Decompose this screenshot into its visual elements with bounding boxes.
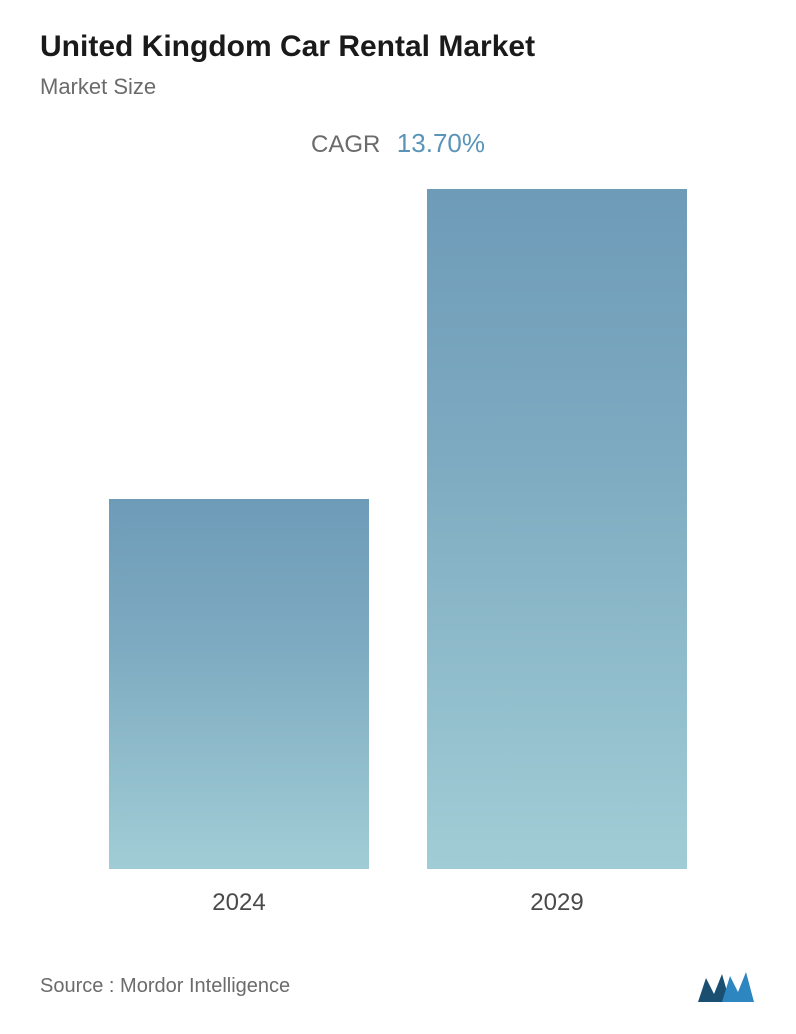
footer: Source : Mordor Intelligence [40, 968, 756, 1004]
bar-2029 [427, 189, 687, 869]
x-label: 2029 [427, 889, 687, 917]
cagr-value: 13.70% [397, 128, 485, 158]
x-axis-labels: 2024 2029 [40, 869, 756, 917]
page-title: United Kingdom Car Rental Market [40, 30, 756, 64]
bar-group [427, 189, 687, 869]
cagr-label: CAGR [311, 131, 380, 158]
bar-group [109, 499, 369, 869]
cagr-row: CAGR 13.70% [40, 128, 756, 159]
source-label: Source : [40, 975, 114, 997]
source-text: Source : Mordor Intelligence [40, 975, 290, 998]
x-label: 2024 [109, 889, 369, 917]
source-name: Mordor Intelligence [120, 975, 290, 997]
page-subtitle: Market Size [40, 74, 756, 100]
bar-chart [40, 189, 756, 869]
mordor-logo-icon [696, 968, 756, 1004]
bar-2024 [109, 499, 369, 869]
